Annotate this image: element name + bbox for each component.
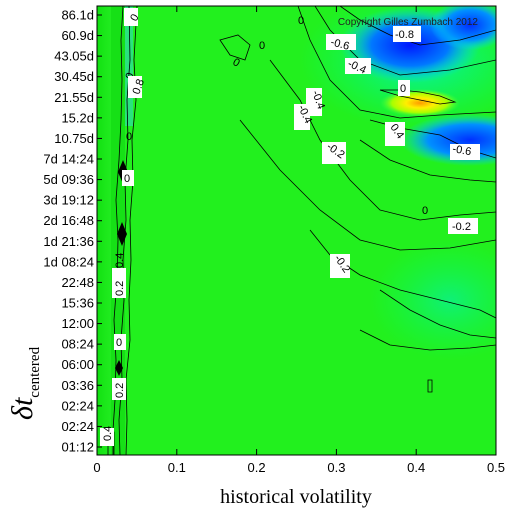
y-tick-label: 3d 19:12	[43, 193, 94, 208]
x-tick-label: 0	[93, 460, 100, 475]
y-axis-title-sub: centered	[27, 346, 43, 397]
contour-label: 0	[128, 12, 141, 23]
plot-frame	[96, 5, 497, 456]
marker	[117, 222, 127, 246]
contour-label: 0	[298, 15, 304, 27]
x-tick-label: 0.4	[407, 460, 425, 475]
contour-label: 0	[259, 40, 265, 52]
heat-cyan-stripe	[125, 6, 133, 126]
x-axis-title: historical volatility	[220, 486, 372, 508]
contour-label: 0	[124, 173, 130, 185]
contour-line	[379, 289, 496, 339]
copyright-text: Copyright Gilles Zumbach 2012	[338, 17, 479, 28]
y-tick-label: 7d 14:24	[43, 152, 94, 167]
contour-label: 0	[422, 205, 428, 217]
heat-blue-top2	[430, 6, 496, 50]
contour-label: -0.2	[452, 221, 471, 233]
y-tick-label: 21.55d	[54, 90, 94, 105]
y-tick-label: 01:12	[61, 440, 94, 455]
y-tick-label: 02:24	[61, 419, 94, 434]
y-axis-title-main: δt	[6, 397, 39, 420]
x-axis: 0 0.1 0.2 0.3 0.4 0.5	[93, 6, 505, 475]
contour-label-layer: 0.4 0.2 0 0.2 0.4 0 0 0 0 0.8 0 0 -0.6 -…	[100, 8, 480, 446]
y-tick-label: 5d 09:36	[43, 172, 94, 187]
y-tick-label: 06:00	[61, 357, 94, 372]
y-tick-label: 60.9d	[61, 28, 94, 43]
y-tick-label: 15:36	[61, 296, 94, 311]
contour-label: 0.4	[102, 426, 114, 441]
y-tick-label: 03:36	[61, 378, 94, 393]
marker	[115, 360, 123, 376]
contour-line	[359, 139, 496, 183]
contour-label: 0	[126, 131, 132, 143]
contour-label: 0.2	[114, 281, 126, 296]
contour-line	[219, 34, 251, 61]
contour-label: 0	[400, 83, 406, 95]
y-tick-label: 02:24	[61, 398, 94, 413]
heat-cyan-mid	[370, 240, 496, 360]
contour-label: 0.2	[114, 383, 126, 398]
y-tick-label: 08:24	[61, 337, 94, 352]
contour-line	[297, 6, 496, 119]
x-tick-label: 0.5	[487, 460, 505, 475]
contour-line	[239, 119, 496, 251]
y-axis-title: δtcentered	[6, 346, 43, 420]
contour-label: -0.8	[395, 29, 414, 41]
x-tick-label: 0.3	[327, 460, 345, 475]
y-tick-label: 1d 21:36	[43, 234, 94, 249]
contour-label: 0.4	[114, 253, 126, 268]
y-tick-label: 2d 16:48	[43, 213, 94, 228]
contour-label: 0.8	[131, 78, 148, 96]
contour-label: 0	[116, 337, 122, 349]
contour-line	[359, 329, 496, 351]
y-tick-label: 1d 08:24	[43, 254, 94, 269]
y-tick-label: 30.45d	[54, 69, 94, 84]
y-tick-label: 22:48	[61, 275, 94, 290]
svg-text:δtcentered: δtcentered	[6, 346, 43, 420]
y-tick-label: 43.05d	[54, 49, 94, 64]
contour-label: -0.6	[451, 143, 472, 158]
y-axis: 01:12 02:24 02:24 03:36 06:00 08:24 12:00 15:36…	[43, 8, 102, 455]
contour-label: 0	[231, 56, 242, 69]
y-tick-label: 86.1d	[61, 8, 94, 23]
contour-line	[314, 6, 496, 76]
x-tick-label: 0.1	[168, 460, 186, 475]
x-tick-label: 0.2	[248, 460, 266, 475]
y-tick-label: 15.2d	[61, 110, 94, 125]
contour-label: -0.6	[329, 36, 350, 53]
y-tick-label: 12:00	[61, 316, 94, 331]
contour-line	[427, 379, 433, 393]
y-tick-label: 10.75d	[54, 131, 94, 146]
